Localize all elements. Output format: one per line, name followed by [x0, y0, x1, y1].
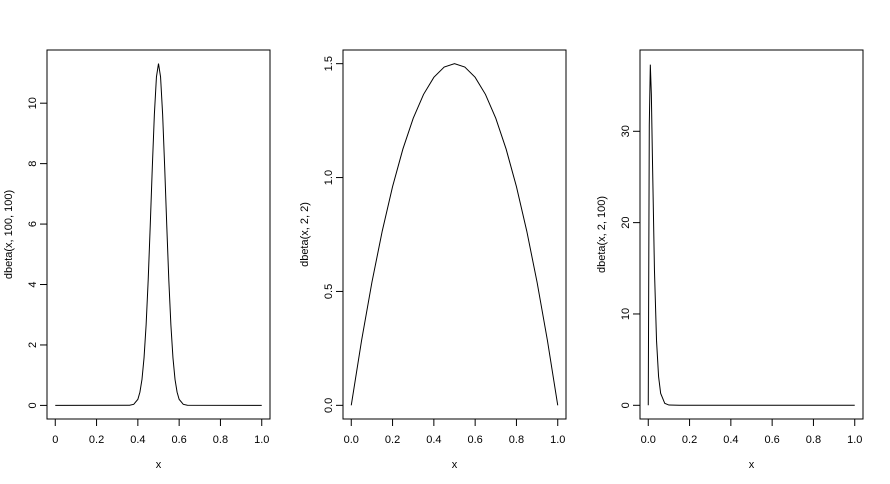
- x-axis-label: x: [452, 459, 458, 471]
- y-tick-label: 2: [27, 342, 39, 348]
- x-tick-label: 0.4: [130, 434, 145, 446]
- x-tick-label: 0.0: [641, 434, 656, 446]
- y-axis-label: dbeta(x, 100, 100): [3, 190, 15, 279]
- x-tick-label: 0.2: [682, 434, 697, 446]
- x-axis-label: x: [749, 459, 755, 471]
- plot-frame: [342, 49, 567, 420]
- y-tick-label: 8: [27, 161, 39, 167]
- x-tick-label: 0.4: [426, 434, 441, 446]
- curve: [55, 63, 262, 406]
- x-tick-label: 0.8: [213, 434, 228, 446]
- curve: [350, 63, 559, 406]
- x-tick-label: 0.0: [344, 434, 359, 446]
- plot-frame: [46, 49, 271, 420]
- x-tick-label: 0.2: [385, 434, 400, 446]
- x-tick-label: 0.8: [509, 434, 524, 446]
- y-tick-label: 0.0: [323, 398, 335, 413]
- x-tick-label: 0.8: [806, 434, 821, 446]
- y-tick-label: 0: [27, 402, 39, 408]
- x-tick-label: 0.2: [89, 434, 104, 446]
- y-tick-label: 1.0: [323, 170, 335, 185]
- y-tick-label: 20: [620, 217, 632, 229]
- y-axis-label: dbeta(x, 2, 100): [596, 196, 608, 273]
- x-tick-label: 1.0: [847, 434, 862, 446]
- x-tick-label: 0.6: [764, 434, 779, 446]
- x-tick-label: 0.6: [467, 434, 482, 446]
- curve: [647, 64, 855, 406]
- y-tick-label: 30: [620, 125, 632, 137]
- x-tick-label: 0.4: [723, 434, 738, 446]
- y-tick-label: 0.5: [323, 284, 335, 299]
- y-tick-label: 0: [620, 402, 632, 408]
- y-tick-label: 4: [27, 281, 39, 287]
- x-tick-label: 1.0: [254, 434, 269, 446]
- plot-frame: [639, 49, 864, 420]
- y-tick-label: 10: [620, 308, 632, 320]
- y-tick-label: 1.5: [323, 56, 335, 71]
- y-tick-label: 10: [27, 97, 39, 109]
- x-tick-label: 1.0: [550, 434, 565, 446]
- x-tick-label: 0: [52, 434, 58, 446]
- y-tick-label: 6: [27, 221, 39, 227]
- x-tick-label: 0.6: [171, 434, 186, 446]
- y-axis-label: dbeta(x, 2, 2): [299, 202, 311, 267]
- x-axis-label: x: [156, 459, 162, 471]
